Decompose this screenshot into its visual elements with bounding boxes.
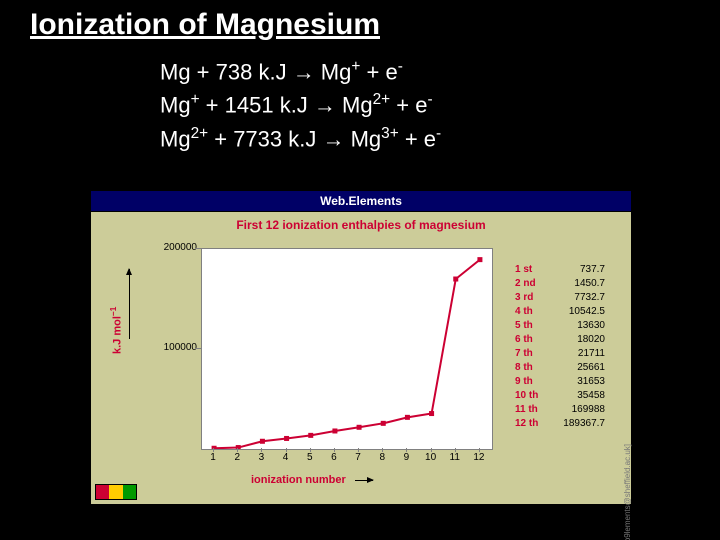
page-title: Ionization of Magnesium [30,8,380,42]
legend-row: 9 th31653 [515,376,605,390]
x-tick-label: 12 [469,452,489,463]
y-axis-arrow-icon [129,269,130,339]
plot-area [201,248,493,450]
legend-row: 5 th13630 [515,320,605,334]
x-tick-label: 8 [372,452,392,463]
legend-row: 10 th35458 [515,390,605,404]
y-axis-label-text: k.J mol [112,316,124,354]
legend-row: 8 th25661 [515,362,605,376]
copyright-text: ©Mark Winter 1999 [web9lements@sheffield… [623,444,632,540]
x-tick-label: 2 [227,452,247,463]
x-tick-label: 10 [421,452,441,463]
x-tick-label: 11 [445,452,465,463]
legend-row: 1 st737.7 [515,264,605,278]
legend-row: 4 th10542.5 [515,306,605,320]
legend-row: 11 th169988 [515,404,605,418]
x-axis-label: ionization number [251,474,373,486]
mini-logo-icon [95,484,137,500]
legend-row: 3 rd7732.7 [515,292,605,306]
x-tick-label: 9 [396,452,416,463]
y-tick-label: 100000 [137,342,197,353]
chart-body: k.J mol−1 100000200000 123456789101112 i… [91,234,631,504]
x-axis-label-text: ionization number [251,474,346,486]
legend-row: 7 th21711 [515,348,605,362]
chart-panel: Web.Elements First 12 ionization enthalp… [90,190,632,505]
x-tick-label: 4 [276,452,296,463]
legend-row: 6 th18020 [515,334,605,348]
legend-row: 2 nd1450.7 [515,278,605,292]
x-tick-label: 5 [300,452,320,463]
y-axis-label: k.J mol−1 [109,307,124,354]
x-tick-label: 7 [348,452,368,463]
chart-title: First 12 ionization enthalpies of magnes… [91,212,631,234]
chart-header: Web.Elements [91,191,631,212]
x-tick-label: 6 [324,452,344,463]
equation-line: Mg2+ + 7733 k.J → Mg3+ + e- [160,122,441,155]
equation-line: Mg+ + 1451 k.J → Mg2+ + e- [160,88,441,121]
x-tick-label: 3 [251,452,271,463]
slide: Ionization of Magnesium Mg + 738 k.J → M… [0,0,720,540]
x-tick-label: 1 [203,452,223,463]
equation-line: Mg + 738 k.J → Mg+ + e- [160,55,441,88]
y-axis-label-exp: −1 [109,307,118,316]
ionization-values-table: 1 st737.72 nd1450.73 rd7732.74 th10542.5… [515,264,605,432]
ionization-equations: Mg + 738 k.J → Mg+ + e-Mg+ + 1451 k.J → … [160,55,441,155]
x-axis-arrow-icon [355,480,373,481]
y-tick-label: 200000 [137,242,197,253]
legend-row: 12 th189367.7 [515,418,605,432]
